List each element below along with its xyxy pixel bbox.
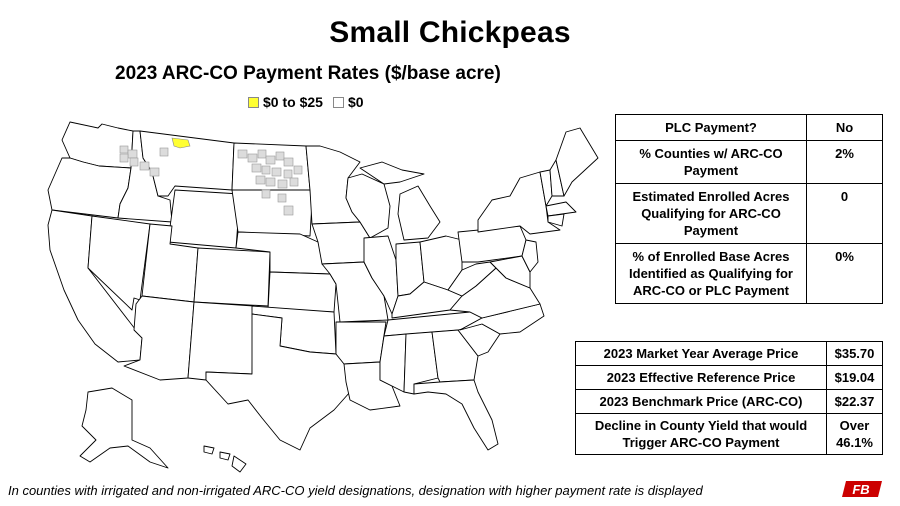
county-gray xyxy=(293,165,303,175)
state-wy xyxy=(167,189,241,249)
county-yellow xyxy=(171,137,191,149)
page-title: Small Chickpeas xyxy=(329,16,571,49)
price-table: 2023 Market Year Average Price $35.70 20… xyxy=(575,341,883,455)
state-mi-lower xyxy=(397,185,441,241)
table-row: PLC Payment? No xyxy=(615,114,883,141)
footnote: In counties with irrigated and non-irrig… xyxy=(8,483,703,498)
enrolled-acres-value: 0 xyxy=(806,183,883,244)
state-ma xyxy=(545,201,577,217)
county-gray xyxy=(257,149,267,159)
county-gray xyxy=(275,151,285,161)
county-gray xyxy=(247,153,258,163)
table-row: % Counties w/ ARC-CO Payment 2% xyxy=(615,140,883,184)
state-ak xyxy=(79,387,169,469)
county-gray xyxy=(237,149,248,159)
state-fl xyxy=(413,379,499,451)
pct-counties-value: 2% xyxy=(806,140,883,184)
map-subtitle: 2023 ARC-CO Payment Rates ($/base acre) xyxy=(115,63,501,84)
program-summary-table: PLC Payment? No % Counties w/ ARC-CO Pay… xyxy=(615,114,883,304)
state-ar xyxy=(335,321,387,365)
legend-label-0-25: $0 to $25 xyxy=(263,94,323,110)
plc-payment-label: PLC Payment? xyxy=(615,114,807,141)
effective-reference-price-value: $19.04 xyxy=(826,365,883,390)
county-gray xyxy=(289,177,299,187)
state-hi-3 xyxy=(231,455,247,473)
yield-decline-value: Over 46.1% xyxy=(826,413,883,455)
svg-text:FB: FB xyxy=(852,482,869,497)
table-row: Estimated Enrolled Acres Qualifying for … xyxy=(615,183,883,244)
county-gray xyxy=(139,161,150,171)
state-wi xyxy=(345,173,391,239)
state-tx xyxy=(205,313,351,451)
county-gray xyxy=(283,205,294,216)
county-gray xyxy=(149,167,160,177)
plc-payment-value: No xyxy=(806,114,883,141)
pct-base-acres-label: % of Enrolled Base Acres Identified as Q… xyxy=(615,243,807,304)
county-gray xyxy=(277,179,288,189)
state-wv xyxy=(447,261,497,297)
state-mi-upper xyxy=(359,161,425,185)
state-hi-2 xyxy=(219,451,231,461)
pct-base-acres-value: 0% xyxy=(806,243,883,304)
state-nm xyxy=(187,301,255,381)
benchmark-price-label: 2023 Benchmark Price (ARC-CO) xyxy=(575,389,827,414)
state-hi xyxy=(203,445,215,455)
benchmark-price-value: $22.37 xyxy=(826,389,883,414)
market-year-price-label: 2023 Market Year Average Price xyxy=(575,341,827,366)
state-nj xyxy=(521,239,539,273)
county-gray xyxy=(129,157,139,167)
legend-swatch-white xyxy=(332,96,344,108)
county-gray xyxy=(265,155,276,165)
county-gray xyxy=(119,153,129,163)
state-ks xyxy=(267,271,337,313)
state-pa xyxy=(457,225,527,263)
legend-swatch-yellow xyxy=(248,96,259,108)
table-row: 2023 Benchmark Price (ARC-CO) $22.37 xyxy=(575,389,883,414)
county-gray xyxy=(261,165,271,175)
pct-counties-label: % Counties w/ ARC-CO Payment xyxy=(615,140,807,184)
table-row: 2023 Market Year Average Price $35.70 xyxy=(575,341,883,366)
county-gray xyxy=(277,193,287,203)
state-co xyxy=(193,247,271,307)
market-year-price-value: $35.70 xyxy=(826,341,883,366)
county-gray xyxy=(255,175,266,185)
county-gray xyxy=(251,163,262,173)
legend-label-zero: $0 xyxy=(347,94,364,110)
legend-item-0-25: $0 to $25 xyxy=(248,94,323,110)
county-gray xyxy=(283,157,294,167)
enrolled-acres-label: Estimated Enrolled Acres Qualifying for … xyxy=(615,183,807,244)
county-gray xyxy=(159,147,169,157)
state-ct xyxy=(547,213,565,227)
county-gray xyxy=(283,169,293,179)
us-county-map xyxy=(47,121,599,473)
table-row: % of Enrolled Base Acres Identified as Q… xyxy=(615,243,883,304)
county-gray xyxy=(127,149,138,159)
table-row: Decline in County Yield that would Trigg… xyxy=(575,413,883,455)
legend-item-zero: $0 xyxy=(332,94,364,110)
state-or xyxy=(47,157,132,219)
county-gray xyxy=(119,145,129,154)
state-me xyxy=(555,127,599,197)
county-gray xyxy=(265,177,276,187)
county-gray xyxy=(271,167,282,177)
farm-bureau-logo: FB xyxy=(842,481,882,497)
state-ia xyxy=(311,221,371,265)
state-sd xyxy=(231,189,313,237)
map-legend: $0 to $25 $0 xyxy=(248,94,370,110)
state-ny xyxy=(477,171,561,235)
yield-decline-label: Decline in County Yield that would Trigg… xyxy=(575,413,827,455)
gray-counties xyxy=(119,145,303,216)
county-gray xyxy=(261,189,271,199)
table-row: 2023 Effective Reference Price $19.04 xyxy=(575,365,883,390)
effective-reference-price-label: 2023 Effective Reference Price xyxy=(575,365,827,390)
